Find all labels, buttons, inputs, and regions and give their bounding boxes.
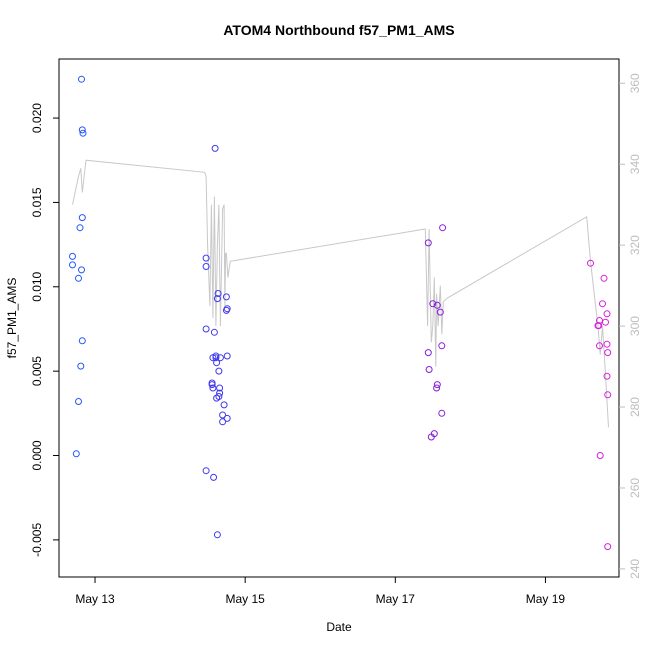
data-point [78,214,86,222]
chart-title: ATOM4 Northbound f57_PM1_AMS [223,22,454,38]
data-point [209,384,217,392]
data-point [78,337,86,345]
data-point [77,362,85,370]
data-point [600,274,608,282]
data-point [424,239,432,247]
data-point [212,354,220,362]
secondary-series-line [72,159,609,428]
data-point [78,75,85,83]
data-point [603,340,611,348]
y-tick-label: -0.005 [30,523,44,557]
y2-tick-label: 260 [628,478,642,498]
data-point [223,414,231,422]
data-point [211,144,219,152]
x-tick-label: May 13 [75,592,115,606]
data-point [219,418,227,426]
data-point [213,531,221,539]
data-point [216,389,224,397]
y2-tick-label: 240 [628,559,642,579]
y-tick-label: 0.005 [30,356,44,386]
data-point [72,450,80,458]
data-point [210,328,218,336]
y2-tick-label: 360 [628,73,642,93]
data-point [223,305,231,313]
y-tick-label: 0.020 [30,103,44,133]
data-point [208,379,216,387]
axes-layer: -0.005 0.000 0.005 0.010 0.015 0.020 240 260 280… [30,73,642,606]
data-point [223,352,231,360]
data-point [216,384,224,392]
data-point [222,293,230,301]
data-point [202,325,210,333]
data-point [202,467,210,475]
data-point [424,349,432,357]
data-point [79,129,87,137]
data-point [429,300,437,308]
data-point [215,393,223,400]
data-point [430,430,438,438]
data-point [433,384,441,392]
data-point [596,342,603,350]
data-point [438,409,446,417]
data-point [69,252,76,260]
y2-tick-label: 300 [628,316,642,336]
data-point [76,224,84,232]
data-point [433,301,441,309]
y-axis-label: f57_PM1_AMS [5,278,19,359]
data-point [603,310,611,318]
data-point [599,300,606,308]
x-axis-label: Date [326,620,352,634]
y-tick-label: 0.000 [30,440,44,470]
y2-tick-label: 340 [628,154,642,174]
data-point [78,126,86,134]
data-point [69,261,76,269]
data-point [604,349,612,357]
data-point [436,308,444,316]
data-point [595,322,603,330]
data-point [438,342,446,350]
data-point [604,391,612,399]
y2-tick-label: 320 [628,235,642,255]
secondary-series-line-layer [72,159,609,428]
plot-frame [58,58,620,578]
data-point [425,366,433,373]
data-point [216,354,224,362]
data-point [75,274,82,282]
data-point [213,359,221,367]
data-point [202,254,210,262]
x-tick-label: May 17 [376,592,416,606]
data-point [603,372,611,380]
data-point [213,295,221,303]
data-point [439,224,447,232]
x-tick-label: May 15 [225,592,265,606]
data-point [215,367,223,375]
y-tick-label: 0.015 [30,187,44,217]
data-point [433,381,441,389]
data-point [596,452,604,459]
data-point [587,259,594,267]
x-tick-label: May 19 [526,592,566,606]
data-point [604,543,612,551]
data-point [202,263,210,270]
y-tick-label: 0.010 [30,271,44,301]
data-point [602,318,609,326]
data-point [220,401,228,409]
data-point [214,290,222,297]
data-point [219,411,227,419]
data-point [75,398,82,405]
y2-tick-label: 280 [628,397,642,417]
data-point [210,473,218,481]
data-point [78,266,85,274]
data-points-layer [69,75,612,551]
